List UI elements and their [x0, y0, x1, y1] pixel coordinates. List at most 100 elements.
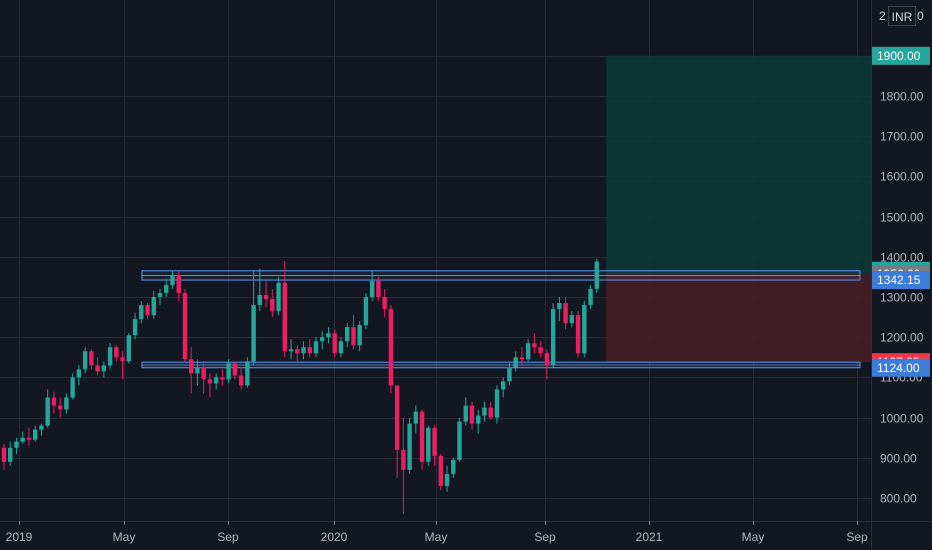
candle [525, 339, 531, 362]
candle [451, 457, 456, 478]
candle [170, 270, 175, 289]
candle [70, 373, 75, 400]
candle [469, 401, 475, 430]
candle-body [482, 407, 487, 416]
candle-body [195, 367, 200, 374]
candle-body [76, 369, 82, 378]
candle-body [282, 282, 287, 352]
candle [51, 391, 57, 414]
time-axis[interactable]: 2019 May Sep 2020 May Sep 2021 May Sep [6, 521, 868, 544]
candle-body [569, 315, 575, 324]
candle [582, 301, 587, 358]
candle [33, 425, 38, 442]
candle [301, 341, 306, 360]
candle [519, 347, 525, 366]
candle [107, 343, 113, 370]
y-tick-label: 1700.00 [880, 130, 924, 144]
candle [282, 260, 287, 358]
scale-indicator-left: 2 [879, 9, 886, 23]
candle-body [388, 309, 394, 386]
candle [407, 417, 412, 474]
candle [507, 363, 512, 386]
price-tag-bg [872, 358, 930, 377]
candle-body [182, 292, 188, 360]
candle [388, 305, 394, 394]
target-area [606, 55, 871, 275]
price-zones[interactable] [141, 270, 861, 369]
candle [588, 284, 593, 310]
long-position-tool[interactable] [606, 55, 871, 363]
candle [164, 278, 169, 297]
candle-body [376, 280, 381, 297]
candle-body [238, 375, 244, 386]
candle [26, 427, 32, 446]
candle-body [157, 292, 163, 297]
candle [357, 321, 362, 352]
y-tick-label: 1800.00 [880, 90, 924, 104]
price-tag-label: 1900.00 [877, 49, 921, 63]
price-tag-bg [872, 46, 930, 65]
candle-body [519, 357, 525, 360]
candle-body [139, 305, 144, 320]
candle [338, 337, 344, 358]
candle [594, 258, 599, 293]
y-tick-label: 1200.00 [880, 331, 924, 345]
candle-body [151, 297, 156, 316]
candle-body [338, 341, 344, 354]
candle-body [588, 288, 593, 306]
candle-body [488, 407, 493, 418]
candle-body [351, 327, 356, 346]
candle-body [532, 343, 537, 348]
candle [326, 327, 331, 344]
candle [57, 397, 63, 418]
candle [369, 270, 375, 302]
candle-body [257, 294, 263, 306]
x-tick-label: 2019 [6, 530, 33, 544]
stop-area [606, 274, 871, 363]
candle-body [220, 377, 225, 380]
candle [120, 351, 125, 380]
x-tick-label: 2021 [636, 530, 663, 544]
candle-body [401, 449, 406, 470]
candle [89, 349, 94, 370]
candle [14, 437, 19, 454]
currency-badge[interactable]: INR [888, 6, 916, 26]
candle-body [432, 427, 437, 456]
candle [557, 297, 562, 322]
price-tag-label: 1342.15 [877, 273, 921, 287]
candle [189, 347, 194, 394]
candle-body [20, 437, 25, 442]
candle [432, 425, 437, 466]
candle [332, 329, 337, 358]
candle [538, 341, 543, 358]
candles [1, 258, 599, 515]
candle-body [45, 397, 50, 426]
price-tag: 1124.00 [872, 358, 930, 377]
candle [126, 333, 131, 364]
candle-body [301, 347, 306, 354]
candle-body [357, 325, 362, 346]
candle [82, 347, 88, 374]
candle [307, 339, 312, 358]
candle-body [407, 423, 412, 470]
candle-body [14, 441, 19, 448]
x-tick-label: May [425, 530, 448, 544]
candle-body [57, 405, 63, 410]
candle-body [51, 397, 57, 406]
candle [482, 401, 487, 422]
candle-body [201, 367, 206, 380]
price-tags: 1900.001365.151356.601342.151137.851124.… [872, 46, 930, 377]
candle [95, 357, 100, 376]
candle-body [170, 274, 175, 285]
candle [426, 425, 431, 466]
candle [251, 270, 256, 366]
candle-body [226, 363, 231, 380]
candle-body [501, 381, 506, 390]
candle [232, 361, 238, 380]
candle [276, 276, 281, 316]
candle [288, 339, 294, 360]
price-tag: 1900.00 [872, 46, 930, 65]
candle [457, 417, 462, 462]
price-tag-bg [872, 271, 930, 290]
